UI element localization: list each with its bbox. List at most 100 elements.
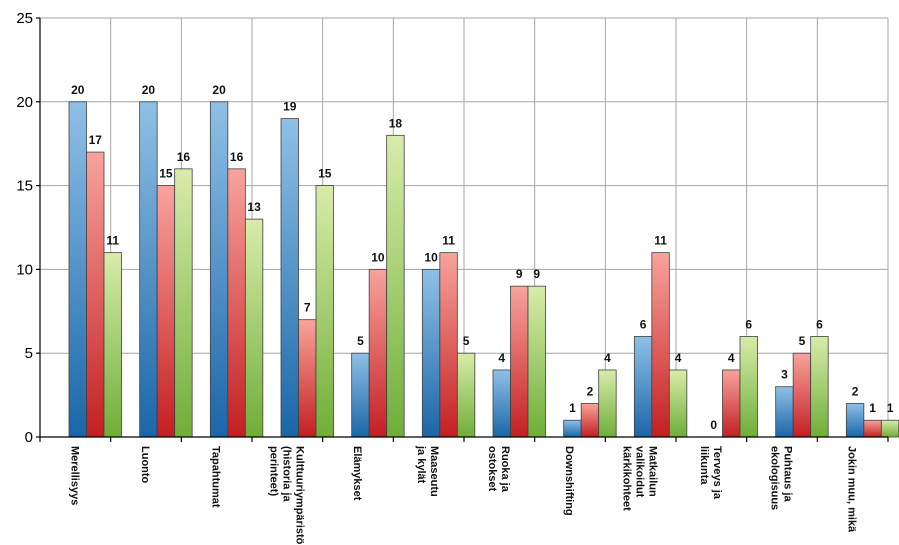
data-label: 5 [357, 334, 364, 348]
bar-s1-c10 [792, 352, 812, 438]
category-label: ja kylät [415, 445, 427, 484]
category-label: Luonto [139, 446, 151, 484]
data-label: 4 [675, 351, 682, 365]
data-label: 11 [654, 234, 667, 248]
bar-s1-c3 [298, 319, 317, 438]
bar-s2-c6 [527, 285, 546, 438]
data-label: 2 [587, 384, 594, 398]
category-label: liikunta [698, 446, 710, 485]
data-label: 10 [371, 250, 385, 264]
category-label: ekologisuus [769, 446, 781, 510]
category-label: Puhtaus ja [782, 446, 794, 503]
data-label: 18 [389, 116, 403, 130]
bar-s0-c1 [139, 101, 158, 438]
bar-s0-c10 [775, 386, 794, 438]
bar-s2-c2 [244, 218, 264, 438]
bar-s2-c10 [810, 336, 829, 438]
category-label: Tapahtumat [210, 446, 222, 508]
category-label: perinteet) [267, 446, 279, 496]
bar-s0-c4 [351, 352, 370, 438]
data-label: 20 [71, 83, 85, 97]
data-label: 7 [304, 301, 311, 315]
bar-s0-c3 [280, 118, 299, 438]
data-label: 1 [569, 401, 576, 415]
category-label: Maaseutu [428, 446, 440, 497]
y-tick-label: 15 [16, 178, 33, 195]
y-tick-label: 20 [16, 94, 33, 111]
data-label: 11 [442, 234, 455, 248]
data-label: 1 [869, 401, 876, 415]
category-label: kärkikohteet [621, 446, 633, 511]
category-label: Ruoka ja [499, 446, 511, 493]
data-label: 4 [604, 351, 611, 365]
bar-s1-c11 [863, 419, 882, 438]
bar-s1-c1 [156, 185, 176, 438]
data-label: 20 [212, 83, 226, 97]
bar-s2-c8 [668, 369, 688, 438]
data-label: 10 [424, 250, 438, 264]
bar-s2-c4 [386, 134, 405, 438]
bar-s2-c9 [739, 336, 758, 438]
data-label: 11 [106, 234, 119, 248]
bar-s0-c8 [633, 336, 653, 438]
category-label: valikoidut [634, 446, 646, 498]
bar-s2-c3 [315, 185, 334, 438]
data-label: 6 [745, 317, 752, 331]
bar-s0-c2 [209, 101, 229, 438]
y-tick-label: 5 [25, 345, 33, 362]
bar-s0-c7 [563, 419, 582, 438]
category-label: Downshifting [563, 446, 575, 516]
bar-s2-c11 [880, 419, 899, 438]
data-label: 2 [852, 384, 859, 398]
data-label: 5 [799, 334, 806, 348]
category-label: Elämykset [351, 446, 363, 501]
data-label: 16 [230, 150, 244, 164]
data-label: 15 [159, 167, 173, 181]
data-label: 6 [640, 317, 647, 331]
bar-s2-c0 [103, 252, 122, 438]
data-label: 13 [247, 200, 261, 214]
category-label: Terveys ja [711, 446, 723, 500]
data-label: 1 [887, 401, 894, 415]
category-label: (historia ja [280, 446, 292, 503]
data-label: 17 [89, 133, 103, 147]
data-label: 19 [283, 100, 297, 114]
bar-s1-c4 [368, 268, 388, 438]
bar-s1-c5 [439, 252, 458, 438]
category-label: Jokin muu, mikä [846, 446, 858, 533]
data-label: 3 [781, 368, 788, 382]
bar-s1-c7 [580, 403, 600, 438]
bar-s1-c9 [722, 369, 741, 438]
data-label: 9 [516, 267, 523, 281]
data-label: 20 [142, 83, 156, 97]
bar-s0-c0 [68, 101, 87, 438]
data-label: 0 [710, 418, 717, 432]
y-tick-label: 25 [16, 10, 33, 27]
axes [36, 17, 889, 442]
category-label: Matkailun [647, 446, 659, 497]
bar-s1-c2 [227, 168, 246, 438]
bar-s2-c5 [456, 352, 476, 438]
data-label: 9 [533, 267, 540, 281]
data-label: 6 [816, 317, 823, 331]
y-tick-label: 10 [16, 261, 33, 278]
category-label: Kulttuuriympäristö [293, 446, 305, 545]
data-label: 4 [498, 351, 505, 365]
bar-s1-c6 [510, 285, 529, 438]
category-label: ostokset [486, 446, 498, 492]
bar-s1-c0 [86, 151, 105, 438]
bar-s2-c1 [174, 168, 193, 438]
bar-s1-c8 [651, 252, 670, 438]
bar-s0-c6 [492, 369, 511, 438]
data-label: 5 [463, 334, 470, 348]
bar-s0-c11 [845, 403, 865, 438]
data-label: 4 [728, 351, 735, 365]
category-label: Merellisyys [68, 446, 80, 505]
y-tick-label: 0 [25, 429, 33, 446]
bar-s0-c5 [421, 268, 441, 438]
data-label: 15 [318, 167, 332, 181]
bar-s2-c7 [598, 369, 617, 438]
data-label: 16 [177, 150, 191, 164]
